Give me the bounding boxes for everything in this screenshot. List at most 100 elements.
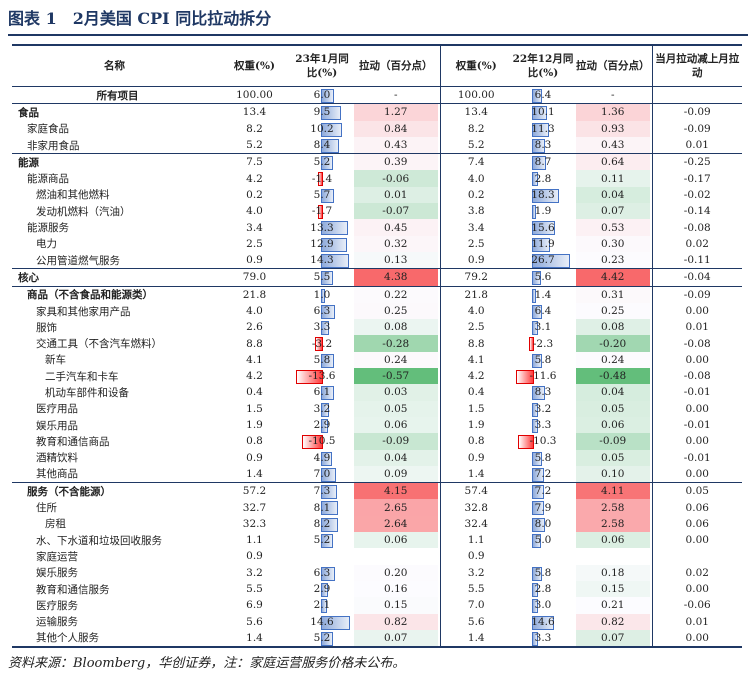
- data-bar: [531, 485, 544, 500]
- cell-value: 4.2: [246, 172, 263, 185]
- cell: 0.01: [651, 136, 742, 155]
- column-header: 拉动（百分点）: [352, 44, 440, 87]
- cell-value: 0.24: [384, 353, 408, 366]
- cell: 5.2: [292, 532, 352, 549]
- cell: 0.06: [651, 499, 742, 516]
- cell-value: 0.05: [384, 402, 408, 415]
- cell-value: 11.9: [531, 237, 555, 250]
- row-name: 交通工具（不含汽车燃料）: [36, 338, 162, 351]
- cell: -0.14: [651, 203, 742, 220]
- cell-value: 11.3: [531, 122, 555, 135]
- cell-value: 2.8: [534, 172, 552, 185]
- cell: -0.06: [651, 597, 742, 614]
- heat-cell: [576, 580, 650, 598]
- cell-value: -13.6: [308, 370, 336, 383]
- cell-value: 2.5: [467, 237, 485, 250]
- cell: 0.06: [574, 532, 652, 549]
- heat-cell: [576, 564, 650, 581]
- cell: 0.01: [651, 613, 742, 630]
- column-header: 权重(%): [217, 44, 292, 87]
- cell: 0.45: [352, 219, 440, 236]
- cell: 57.2: [217, 483, 292, 500]
- cell: 1.1: [217, 532, 292, 548]
- cell-value: 0.08: [384, 321, 408, 334]
- cell-value: 2.5: [467, 321, 485, 334]
- cell-value: 0.06: [685, 517, 709, 530]
- cell: 14.6: [292, 614, 352, 630]
- cell-value: 2.64: [384, 517, 408, 530]
- row-name: 住所: [36, 502, 57, 515]
- heat-cell: [576, 597, 650, 614]
- cell: 0.00: [651, 629, 742, 649]
- heat-cell: [576, 203, 650, 220]
- cell: 0.32: [352, 235, 440, 252]
- row-name: 家庭食品: [27, 123, 69, 136]
- cell-value: 0.53: [601, 221, 625, 234]
- cell: 5.7: [292, 187, 352, 203]
- data-bar: [321, 402, 329, 417]
- cell: 100.00: [439, 86, 512, 105]
- cell-value: 12.9: [310, 237, 334, 250]
- cell: 5.2: [439, 136, 512, 155]
- cell: 0.39: [352, 154, 440, 171]
- data-bar: [321, 237, 347, 252]
- heat-cell: [576, 351, 650, 369]
- heat-cell: [576, 269, 650, 286]
- heat-cell: [354, 235, 438, 252]
- cell-value: -10.5: [308, 435, 336, 448]
- column-header: 权重(%): [439, 44, 512, 87]
- heat-cell: [354, 515, 438, 533]
- data-bar: [321, 451, 333, 466]
- table-row: 酒精饮料 0.9 4.9 0.04 0.9 5.8 0.05 -0.01: [12, 449, 742, 466]
- cell: 0.22: [352, 286, 440, 303]
- cell-value: 0.05: [601, 451, 625, 464]
- cell-value: 5.6: [467, 615, 485, 628]
- heat-cell: [354, 368, 438, 385]
- cell: 5.8: [512, 352, 574, 368]
- heat-cell: [576, 449, 650, 466]
- heat-cell: [576, 368, 650, 385]
- table-row: 其他商品 1.4 7.0 0.09 1.4 7.2 0.10 0.00: [12, 465, 742, 484]
- table-row: 家庭食品 8.2 10.2 0.84 8.2 11.3 0.93 -0.09: [12, 120, 742, 137]
- cell: 0.04: [574, 186, 652, 204]
- cell: 3.3: [512, 629, 574, 649]
- cell: -0.09: [651, 103, 742, 121]
- table-row: 住所 32.7 8.1 2.65 32.8 7.9 2.58 0.06: [12, 499, 742, 516]
- cell: 0.02: [651, 564, 742, 581]
- cell: 0.07: [574, 629, 652, 649]
- cell: 0.9: [217, 450, 292, 466]
- cell-value: -3.2: [311, 337, 333, 350]
- cell-value: -0.01: [683, 419, 711, 432]
- cell: 8.2: [292, 516, 352, 532]
- data-bar: [317, 205, 324, 220]
- cell-value: 7.2: [534, 485, 552, 498]
- cell: 0.00: [651, 400, 742, 417]
- cell: 3.2: [217, 565, 292, 581]
- cell: 0.11: [574, 170, 652, 187]
- cell: [292, 548, 352, 564]
- cell-value: 8.7: [534, 156, 552, 169]
- cell: 0.01: [651, 319, 742, 336]
- data-bar: [321, 271, 334, 286]
- cell: 5.0: [512, 532, 574, 549]
- data-bar: [321, 138, 339, 153]
- cell-value: -0.09: [599, 435, 627, 448]
- table-row: 机动车部件和设备 0.4 6.1 0.03 0.4 8.3 0.04 -0.01: [12, 384, 742, 401]
- row-name: 运输服务: [36, 616, 78, 629]
- cell: 1.0: [292, 286, 352, 303]
- data-bar: [531, 156, 546, 171]
- data-bar: [531, 353, 542, 368]
- cell: 0.30: [574, 235, 652, 252]
- table-row: 娱乐用品 1.9 2.9 0.06 1.9 3.3 0.06 -0.01: [12, 416, 742, 434]
- heat-cell: [576, 186, 650, 204]
- cell-value: 1.9: [246, 419, 263, 432]
- cell-value: 0.03: [384, 386, 408, 399]
- cell-value: 6.0: [313, 89, 331, 102]
- table-row: 电力 2.5 12.9 0.32 2.5 11.9 0.30 0.02: [12, 235, 742, 252]
- cell: 2.8: [512, 581, 574, 597]
- cell: 4.2: [439, 368, 512, 385]
- row-name: 医疗服务: [36, 599, 78, 612]
- heat-cell: [576, 416, 650, 434]
- cell-value: 0.00: [685, 305, 709, 317]
- row-name: 教育和通信商品: [36, 435, 110, 448]
